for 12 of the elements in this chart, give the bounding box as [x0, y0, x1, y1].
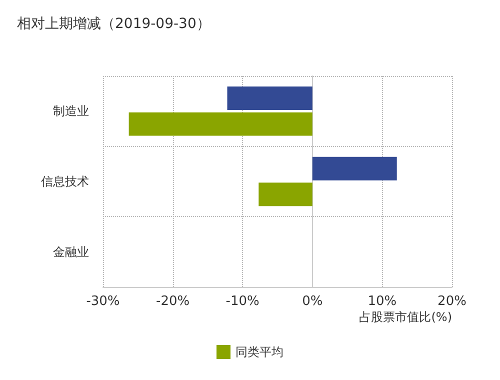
- x-tick-label: -10%: [226, 294, 260, 309]
- x-tick-label: 20%: [438, 294, 466, 309]
- x-tick-label: 0%: [302, 294, 323, 309]
- x-axis-title: 占股票市值比(%): [359, 310, 452, 324]
- x-tick-label: -30%: [86, 294, 120, 309]
- x-tick-label: -20%: [156, 294, 190, 309]
- y-tick-label: 制造业: [53, 104, 89, 118]
- y-tick-label: 信息技术: [41, 174, 89, 188]
- chart-title: 相对上期增减（2019-09-30）: [17, 16, 210, 32]
- x-tick-label: 10%: [368, 294, 397, 309]
- y-tick-label: 金融业: [53, 244, 89, 259]
- legend-label: 同类平均: [236, 345, 284, 359]
